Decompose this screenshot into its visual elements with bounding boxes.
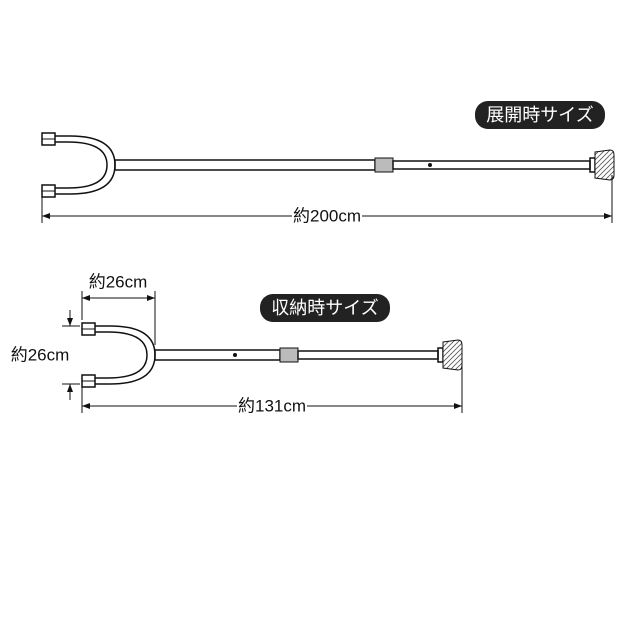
- extended-sleeve: [375, 158, 393, 172]
- collapsed-fork: [82, 323, 155, 387]
- badge-extended: 展開時サイズ: [475, 101, 605, 129]
- collapsed-shaft-1: [155, 350, 280, 360]
- collapsed-dot: [233, 353, 237, 357]
- dim-collapsed-length-label: 約131cm: [238, 397, 306, 416]
- collapsed-handle: [438, 340, 462, 370]
- collapsed-sleeve: [280, 348, 298, 362]
- dim-extended-length-label: 約200cm: [293, 207, 361, 226]
- extended-shaft-1: [115, 160, 375, 170]
- badge-collapsed: 収納時サイズ: [260, 294, 390, 322]
- dim-fork-height-label: 約26cm: [11, 346, 70, 365]
- dim-collapsed-length: 約131cm: [82, 365, 462, 416]
- dim-fork-width-label: 約26cm: [89, 273, 148, 292]
- figure-collapsed: 収納時サイズ 約26cm: [11, 273, 462, 417]
- dim-fork-height: 約26cm: [11, 310, 80, 400]
- badge-extended-label: 展開時サイズ: [486, 105, 593, 125]
- extended-fork: [42, 133, 115, 197]
- collapsed-shaft-2: [298, 351, 438, 359]
- extended-handle: [590, 150, 614, 180]
- figure-extended: 展開時サイズ: [42, 101, 614, 226]
- extended-shaft-2: [393, 161, 590, 169]
- badge-collapsed-label: 収納時サイズ: [271, 298, 378, 318]
- dim-extended-length: 約200cm: [42, 175, 612, 226]
- extended-dot: [428, 163, 432, 167]
